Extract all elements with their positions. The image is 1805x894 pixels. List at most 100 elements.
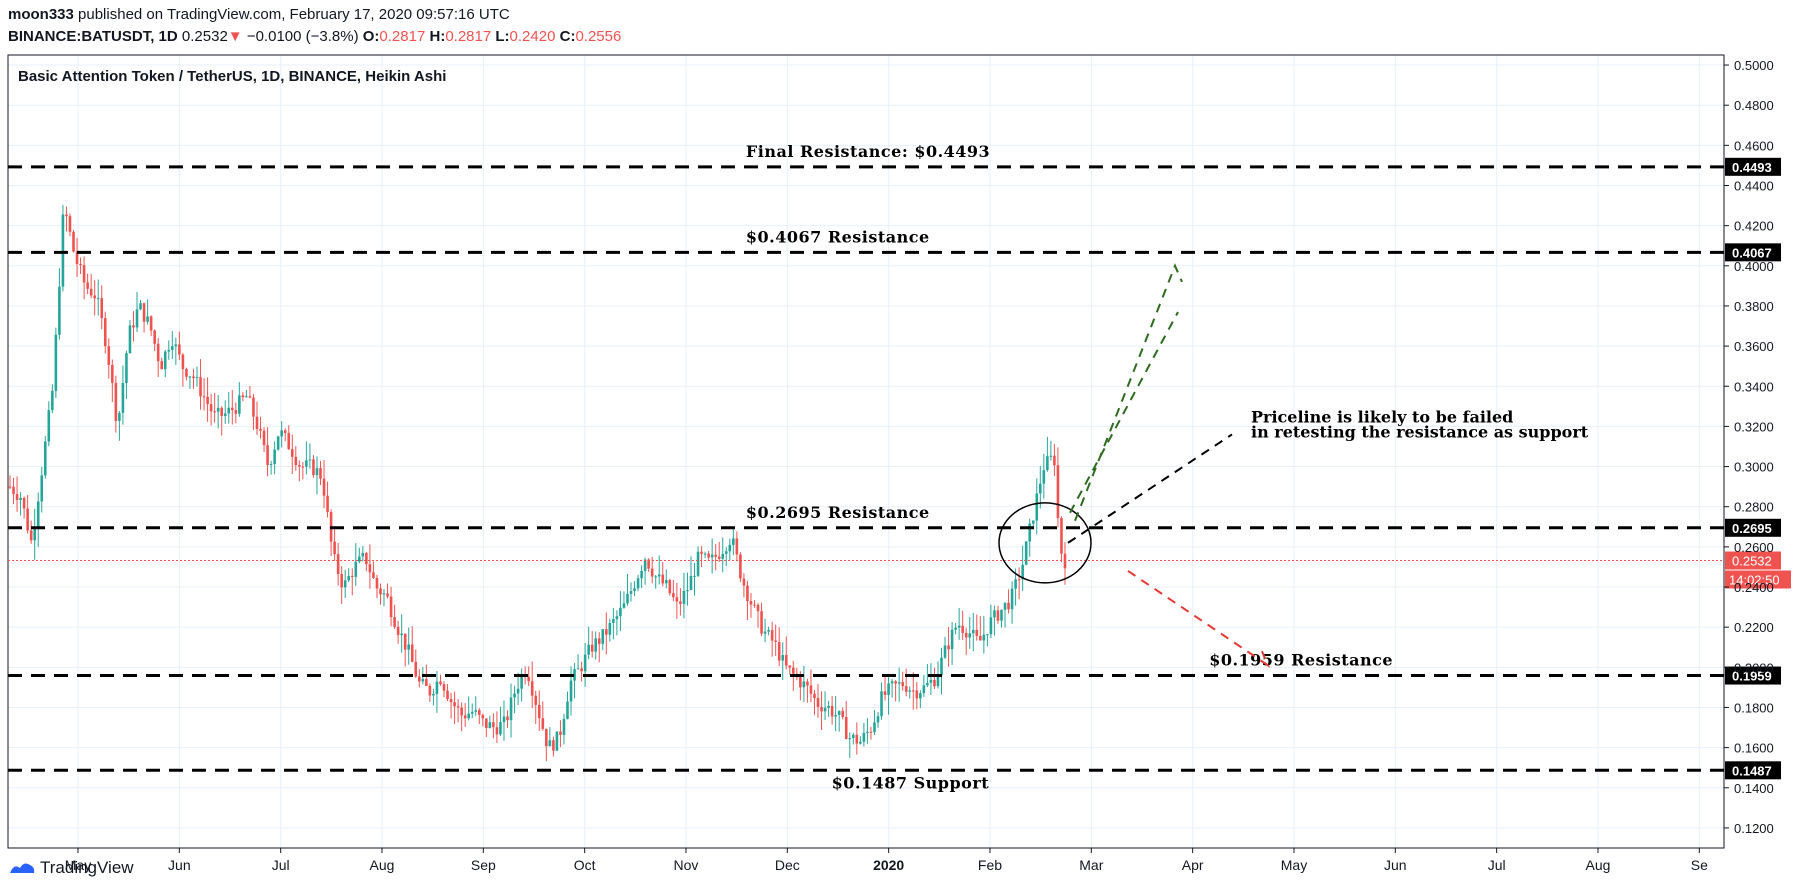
candle-body [449, 699, 453, 703]
symbol-name[interactable]: BINANCE:BATUSDT, 1D [8, 28, 178, 45]
candle-body [612, 619, 615, 623]
candle-body [650, 568, 654, 577]
candle-body [79, 264, 82, 266]
candle-body [139, 303, 142, 310]
candle-body [1000, 609, 1003, 621]
candle-body [322, 478, 326, 496]
candle-body [156, 343, 160, 362]
candle-body [195, 377, 199, 379]
candle-body [354, 561, 358, 577]
candle-body [664, 580, 668, 584]
candle-body [15, 494, 19, 500]
candle-body [135, 309, 139, 328]
candle-body [530, 681, 534, 696]
candle-body [615, 616, 619, 620]
y-tick-label: 0.1800 [1734, 700, 1774, 715]
candle-body [255, 416, 259, 429]
level-annotation: $0.4067 Resistance [746, 227, 930, 246]
down-arrow-icon [1127, 570, 1271, 669]
candle-body [188, 376, 192, 378]
candle-body [647, 559, 650, 569]
candle-body [439, 681, 442, 685]
candle-body [954, 627, 957, 630]
candle-body [601, 629, 605, 644]
candle-body [245, 396, 248, 398]
candle-body [8, 486, 12, 488]
x-tick-label: Nov [674, 857, 699, 873]
candle-body [393, 617, 396, 627]
candle-body [908, 690, 912, 692]
candle-body [654, 576, 658, 578]
y-tick-label: 0.4600 [1734, 138, 1774, 153]
note-pointer-line [1067, 433, 1233, 544]
candle-body [149, 316, 153, 331]
footer-brand[interactable]: TradingView [8, 858, 134, 878]
candle-body [597, 638, 601, 644]
candle-body [527, 676, 530, 682]
candle-body [93, 295, 96, 299]
candle-body [707, 553, 710, 558]
candle-body [103, 318, 107, 347]
candle-body [770, 630, 774, 641]
candle-body [926, 682, 929, 686]
level-tag [1725, 666, 1781, 685]
candle-body [605, 629, 608, 635]
candle-body [43, 441, 47, 476]
candle-body [312, 459, 315, 476]
footer-brand-label: TradingView [40, 858, 134, 877]
candle-body [379, 588, 382, 595]
candle-body [234, 410, 238, 414]
candle-body [904, 686, 908, 692]
candle-body [347, 575, 351, 581]
candle-body [368, 564, 372, 573]
candle-body [495, 727, 499, 735]
candle-body [823, 707, 827, 712]
candle-body [936, 675, 940, 687]
candle-body [111, 364, 114, 383]
candle-body [622, 603, 626, 608]
candle-body [799, 677, 802, 688]
candle-body [933, 679, 936, 687]
candle-body [114, 382, 118, 421]
low-label: L: [495, 28, 510, 45]
level-tag [1725, 157, 1781, 176]
candle-body [724, 551, 728, 554]
candle-body [410, 644, 414, 662]
high-value: 0.2817 [445, 28, 492, 45]
y-tick-label: 0.2000 [1734, 660, 1774, 675]
x-tick-label: Sep [471, 857, 496, 873]
y-tick-label: 0.5000 [1734, 58, 1774, 73]
last-price-label: 0.2532 [1732, 554, 1772, 569]
candle-body [435, 681, 439, 694]
author-name[interactable]: moon333 [8, 6, 74, 23]
candle-body [940, 657, 943, 676]
candle-body [142, 303, 146, 322]
candle-body [343, 580, 347, 588]
candle-body [714, 554, 717, 557]
candle-body [315, 468, 319, 476]
y-tick-label: 0.1600 [1734, 741, 1774, 756]
candle-body [802, 681, 806, 688]
candle-body [400, 633, 403, 636]
candle-body [911, 690, 915, 692]
candle-body [488, 722, 492, 728]
candle-body [583, 654, 587, 672]
candle-body [569, 680, 573, 702]
candle-body [989, 617, 993, 635]
candle-body [594, 638, 598, 652]
candle-body [633, 588, 636, 592]
candle-body [869, 731, 873, 733]
candle-body [58, 286, 61, 335]
candle-body [51, 390, 54, 411]
level-annotation: $0.2695 Resistance [746, 503, 930, 522]
candle-body [61, 214, 65, 287]
candle-body [396, 626, 400, 636]
candle-body [573, 669, 576, 681]
candle-body [922, 685, 926, 694]
candle-body [502, 716, 506, 723]
candle-body [728, 544, 732, 552]
candle-body [929, 679, 933, 683]
candle-body [509, 697, 513, 721]
